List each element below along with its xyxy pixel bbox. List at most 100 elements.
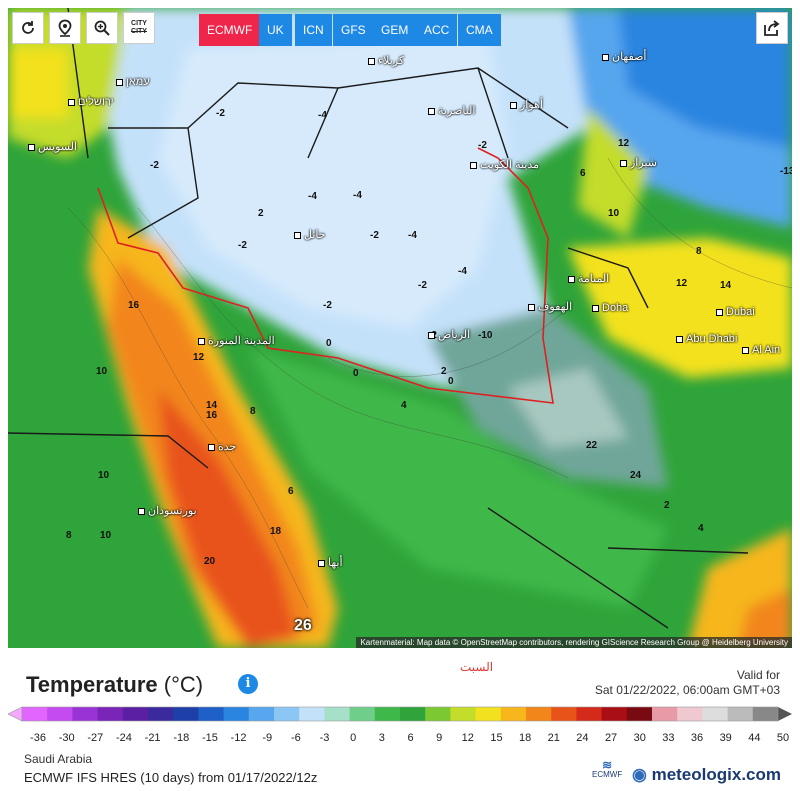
scale-tick: 33 — [662, 732, 675, 744]
isoline-value: 2 — [664, 500, 670, 511]
isoline-value: 20 — [204, 556, 216, 567]
isoline-value: 8 — [66, 530, 72, 541]
city-label[interactable]: أبها — [318, 556, 343, 569]
city-label[interactable]: كربلاء — [368, 54, 404, 67]
isoline-value: 14 — [206, 400, 218, 411]
city-label[interactable]: بورتسودان — [138, 504, 197, 517]
map-attribution[interactable]: Kartenmaterial: Map data © OpenStreetMap… — [356, 637, 792, 648]
city-labels-toggle[interactable]: CITY CITY — [123, 12, 155, 44]
scale-tick: 39 — [719, 732, 732, 744]
scale-tick: -15 — [201, 732, 218, 744]
tab-acc[interactable]: ACC — [416, 14, 458, 46]
legend-title-text: Temperature — [26, 672, 158, 697]
city-label[interactable]: الهفوف — [528, 300, 572, 313]
city-label[interactable]: أصفهان — [602, 50, 646, 63]
scale-tick: 18 — [518, 732, 532, 744]
scale-swatch — [652, 707, 678, 721]
info-icon[interactable]: i — [238, 674, 258, 694]
scale-tick: -36 — [30, 732, 46, 744]
isoline-value: 6 — [288, 486, 294, 497]
scale-tick: -9 — [262, 732, 273, 744]
scale-right-arrow — [778, 707, 792, 721]
city-label[interactable]: السويس — [28, 140, 77, 153]
city-label[interactable]: Abu Dhabi — [676, 333, 737, 345]
region-name: Saudi Arabia — [24, 752, 93, 766]
scale-tick-labels: -36 -30 -27 -24 -21 -18 -15 -12 -9 -6 -3 0 3 6 9 12 15 18… — [8, 732, 792, 748]
tab-ecmwf[interactable]: ECMWF — [199, 14, 261, 46]
scale-swatch — [702, 707, 729, 721]
city-label[interactable]: المدينة المنورة — [198, 334, 275, 347]
tab-cma[interactable]: CMA — [458, 14, 501, 46]
scale-tick: 30 — [633, 732, 646, 744]
isoline-value: 10 — [96, 366, 108, 377]
scale-tick: 6 — [407, 732, 414, 744]
reload-button[interactable] — [12, 12, 44, 44]
temperature-map[interactable]: -2 -4 -2 -4 -2 -4 -2 -4 -2 -4 -2 -2 0 0 2 4 6 8 10 12 14 16 18… — [8, 8, 792, 648]
isoline-value: 10 — [98, 470, 110, 481]
isoline-value: -4 — [353, 190, 362, 201]
tab-icn[interactable]: ICN — [295, 14, 332, 46]
scale-swatch — [677, 707, 703, 721]
scale-swatch — [223, 707, 250, 721]
city-label[interactable]: حائل — [294, 228, 326, 241]
isoline-value: 0 — [353, 368, 359, 379]
scale-swatch — [173, 707, 199, 721]
scale-tick: 9 — [436, 732, 443, 744]
scale-swatch — [526, 707, 552, 721]
isoline-value: -2 — [478, 140, 487, 151]
city-label[interactable]: شيراز — [620, 156, 657, 169]
isoline-value: -4 — [458, 266, 467, 277]
scale-swatch — [122, 707, 149, 721]
zoom-button[interactable] — [86, 12, 118, 44]
scale-swatch — [274, 707, 300, 721]
city-label[interactable]: أهواز — [510, 98, 543, 111]
isoline-value: -4 — [318, 110, 327, 121]
isoline-value: -2 — [418, 280, 427, 291]
scale-swatch — [47, 707, 73, 721]
tab-gfs[interactable]: GFS — [333, 14, 374, 46]
tab-gem[interactable]: GEM — [373, 14, 417, 46]
tab-uk[interactable]: UK — [259, 14, 292, 46]
reload-icon — [22, 21, 34, 34]
scale-tick: 12 — [461, 732, 474, 744]
scale-tick: -3 — [319, 732, 330, 744]
city-toggle-line2: CITY — [131, 28, 147, 35]
city-label[interactable]: ירושלים — [68, 96, 114, 108]
share-button[interactable] — [756, 12, 788, 44]
ecmwf-logo: ≋ ECMWF — [592, 759, 622, 779]
temperature-color-scale[interactable] — [8, 705, 792, 723]
scale-swatch — [551, 707, 577, 721]
location-button[interactable] — [49, 12, 81, 44]
city-label[interactable]: Al Ain — [742, 344, 780, 356]
city-label[interactable]: جدة — [208, 440, 236, 453]
city-label[interactable]: المنامة — [568, 272, 609, 285]
city-label[interactable]: Doha — [592, 302, 628, 314]
scale-tick: -12 — [230, 732, 247, 744]
scale-border — [21, 706, 779, 722]
isoline-value: 4 — [698, 523, 704, 534]
city-label[interactable]: مدينة الكويت — [470, 158, 539, 171]
scale-swatch — [727, 707, 754, 721]
scale-swatch — [400, 707, 426, 721]
scale-tick: -24 — [116, 732, 132, 744]
scale-tick: 15 — [490, 732, 503, 744]
city-label[interactable]: עמאן — [116, 76, 150, 88]
zoom-icon — [94, 20, 110, 36]
scale-swatch — [374, 707, 401, 721]
share-icon — [764, 20, 780, 36]
isoline-value: 0 — [326, 338, 332, 349]
model-run-info: ECMWF IFS HRES (10 days) from 01/17/2022… — [24, 770, 318, 785]
isoline-value: 8 — [250, 406, 256, 417]
scale-swatch — [500, 707, 527, 721]
scale-swatch — [324, 707, 351, 721]
scale-swatch — [626, 707, 653, 721]
city-label[interactable]: الناصرية — [428, 104, 475, 117]
highlight-value: 26 — [294, 617, 312, 634]
city-label[interactable]: Dubai — [716, 306, 755, 318]
isoline-value: 6 — [580, 168, 586, 179]
scale-tick: 3 — [378, 732, 385, 744]
city-label[interactable]: الرياض — [428, 328, 470, 341]
scale-swatch — [752, 707, 779, 721]
meteologix-brand[interactable]: ◉ meteologix.com — [632, 765, 781, 785]
